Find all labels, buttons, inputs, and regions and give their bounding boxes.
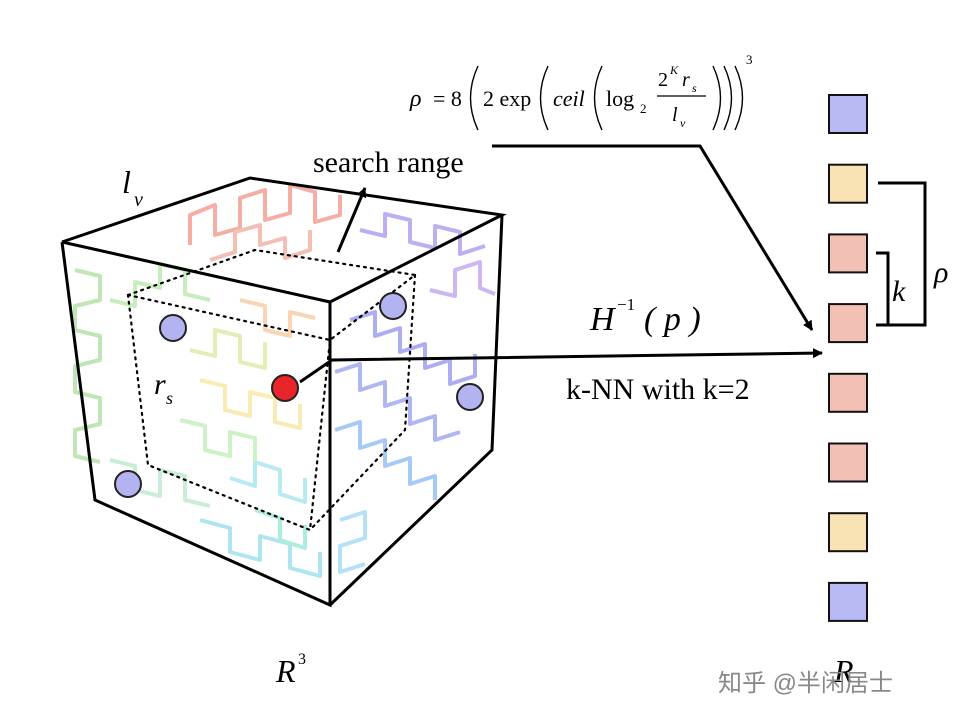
rs-label: r	[154, 368, 166, 401]
curve-segment	[199, 378, 302, 430]
array-cell-pink	[828, 233, 868, 274]
array-cell-yellow	[828, 512, 868, 553]
formula-exponent: 3	[746, 52, 753, 67]
formula-exp: 2 exp	[483, 86, 531, 111]
rs-sub-label: s	[166, 388, 173, 408]
paren-right-3	[712, 65, 722, 131]
k-label: k	[892, 275, 906, 308]
array-cell-blue	[828, 94, 868, 134]
blue-point-1	[159, 314, 187, 342]
formula-num-two: 2	[658, 69, 668, 91]
h-inverse-sup: −1	[617, 295, 635, 314]
curve-segment	[334, 420, 437, 500]
rho-formula: ρ = 8 2 exp ceil log 2 2 K r s l v 3	[409, 52, 753, 131]
formula-eight: = 8	[433, 86, 462, 111]
formula-num-r-sub: s	[692, 81, 697, 95]
formula-num-k: K	[669, 63, 679, 77]
paren-right-1	[734, 65, 744, 131]
curve-segment	[239, 298, 316, 338]
blue-point-3	[456, 383, 484, 411]
cube-top-face	[61, 176, 507, 304]
curve-segment	[429, 260, 496, 298]
paren-left-1	[469, 65, 479, 131]
search-range-arrow	[336, 187, 367, 253]
formula-arrow	[492, 144, 814, 331]
array-cell-pink	[828, 303, 868, 344]
h-inverse-label: H	[589, 301, 617, 338]
r-bottom-label: R	[833, 653, 854, 689]
paren-right-2	[723, 65, 733, 131]
curve-segment	[229, 460, 307, 504]
formula-log: log	[606, 86, 634, 111]
h-inverse-arg: ( p )	[644, 301, 701, 338]
curve-segment	[199, 518, 322, 578]
curve-segment	[349, 310, 477, 386]
formula-ceil: ceil	[553, 86, 585, 111]
query-point	[271, 374, 299, 402]
array-cell-pink	[828, 372, 868, 413]
curve-segment	[254, 508, 307, 550]
curve-segment	[209, 223, 312, 262]
curve-segment	[334, 362, 461, 442]
formula-log-base: 2	[640, 101, 647, 116]
rho-bracket	[878, 181, 927, 327]
curve-segment	[189, 328, 267, 370]
lv-sub-label: v	[134, 189, 143, 211]
search-range-cube	[126, 248, 418, 532]
array-cell-yellow	[828, 163, 868, 204]
search-range-label: search range	[313, 146, 464, 179]
r3-label: R	[275, 653, 296, 689]
array-cell-blue	[828, 581, 868, 622]
lv-label: l	[122, 164, 131, 200]
knn-label: k-NN with k=2	[566, 373, 750, 406]
rho-label: ρ	[933, 256, 948, 289]
curve-segment	[179, 418, 257, 462]
formula-rho: ρ	[409, 86, 422, 112]
hilbert-curve	[73, 183, 496, 578]
cube	[60, 176, 507, 608]
formula-num-r: r	[682, 69, 690, 91]
curve-segment	[188, 183, 342, 245]
array-cells	[828, 94, 868, 622]
r3-sup-label: 3	[298, 651, 306, 668]
curve-segment	[73, 268, 102, 464]
paren-left-3	[593, 65, 603, 131]
watermark: 知乎 @半闲居士	[718, 670, 893, 697]
blue-point-2	[379, 292, 407, 320]
hinverse-arrow	[299, 348, 823, 384]
blue-point-4	[114, 470, 142, 498]
array-cell-pink	[828, 442, 868, 483]
curve-segment	[109, 458, 211, 508]
curve-segment	[109, 262, 211, 308]
formula-den-l-sub: v	[680, 116, 686, 130]
k-bracket	[876, 251, 890, 327]
cube-right-face	[328, 214, 504, 607]
formula-den-l: l	[672, 104, 678, 126]
curve-segment	[359, 212, 486, 256]
curve-segment	[338, 510, 367, 574]
paren-left-2	[539, 65, 549, 131]
